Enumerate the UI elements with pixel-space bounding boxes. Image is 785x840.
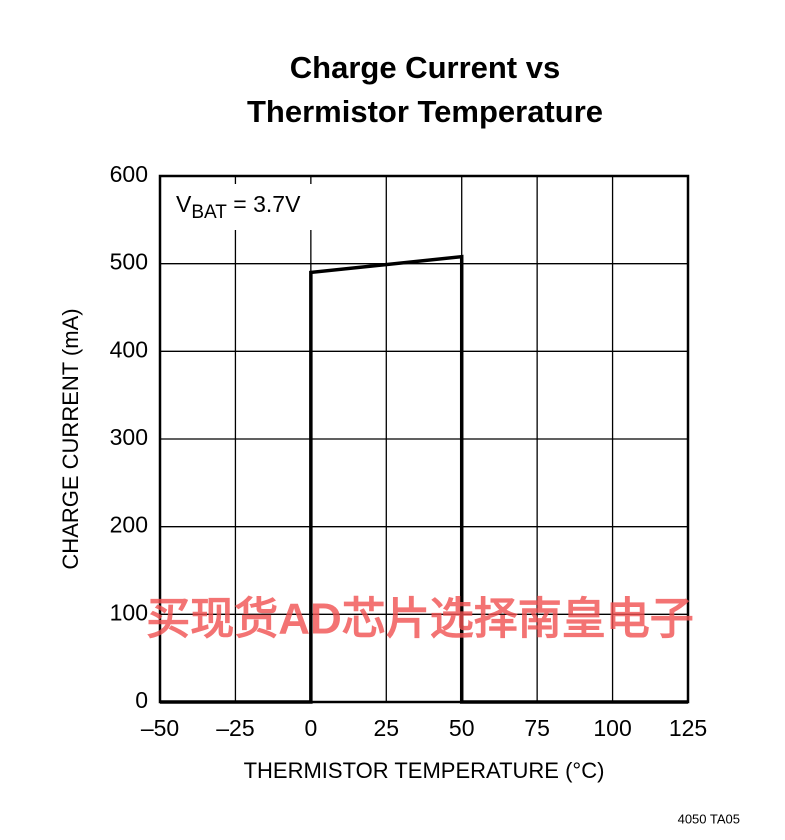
x-tick-label: 100 (593, 715, 631, 741)
annotation-text: = 3.7V (227, 191, 301, 217)
x-axis-label: THERMISTOR TEMPERATURE (°C) (244, 758, 605, 783)
annotation-background (166, 184, 326, 230)
y-tick-label: 300 (110, 424, 148, 450)
y-tick-label: 400 (110, 336, 148, 362)
x-tick-label: 50 (449, 715, 475, 741)
y-tick-label: 200 (110, 512, 148, 538)
x-tick-label: –50 (141, 715, 179, 741)
y-tick-label: 100 (110, 599, 148, 625)
chart-title: Charge Current vs (290, 50, 560, 85)
x-tick-label: 75 (524, 715, 550, 741)
y-tick-label: 0 (135, 687, 148, 713)
plot-frame (158, 174, 690, 704)
y-tick-label: 600 (110, 161, 148, 187)
x-tick-label: 25 (373, 715, 399, 741)
y-axis-label: CHARGE CURRENT (mA) (58, 308, 83, 569)
annotation: VBAT = 3.7V (176, 191, 301, 223)
annotation-subscript: BAT (191, 202, 227, 223)
chart-title: Thermistor Temperature (247, 94, 603, 129)
x-tick-label: –25 (216, 715, 254, 741)
x-tick-label: 125 (669, 715, 707, 741)
y-tick-label: 500 (110, 249, 148, 275)
annotation-text: V (176, 191, 192, 217)
watermark: 买现货AD芯片选择南皇电子 (146, 595, 694, 644)
data-line (160, 254, 688, 704)
x-tick-label: 0 (304, 715, 317, 741)
footnote: 4050 TA05 (678, 811, 740, 826)
